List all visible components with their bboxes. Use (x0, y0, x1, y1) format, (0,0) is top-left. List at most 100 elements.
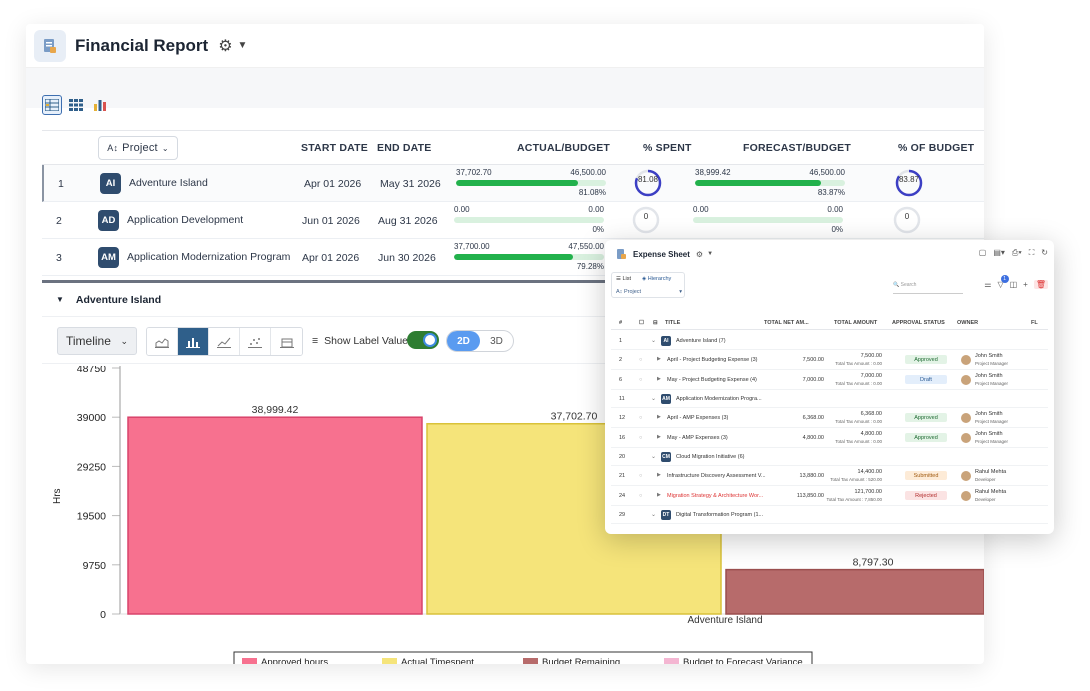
table-row[interactable]: 24 ○ ▶ Migration Strategy & Architecture Wo… (611, 486, 1048, 506)
section-header[interactable]: ▼ Adventure Island (42, 280, 984, 316)
tab-list[interactable]: ☰ List (616, 276, 632, 282)
of-budget-header[interactable]: % OF BUDGET (898, 142, 975, 154)
owner-avatar (961, 375, 971, 385)
collapse-triangle-icon[interactable]: ▼ (56, 295, 64, 304)
legend-label[interactable]: Budget to Forecast Variance (683, 657, 803, 664)
spent-header[interactable]: % SPENT (643, 142, 692, 154)
filter-icon[interactable]: ▽ 1 (997, 275, 1009, 289)
table-view-icon[interactable] (42, 95, 62, 115)
table-row[interactable]: 21 ○ ▶ Infrastructure Discovery Assessment … (611, 466, 1048, 486)
status-header[interactable]: APPROVAL STATUS (892, 320, 945, 326)
start-date-header[interactable]: START DATE (301, 142, 368, 154)
legend-label[interactable]: Actual Timespent (401, 657, 474, 664)
amount-header[interactable]: TOTAL AMOUNT (834, 320, 878, 326)
gear-icon[interactable]: ⚙ (218, 37, 233, 55)
area-chart-button[interactable] (147, 328, 178, 355)
project-group-select[interactable]: A↕ Project ▾ (616, 289, 682, 295)
print-icon[interactable]: ⎙▾ (1011, 248, 1022, 257)
chart-view-icon[interactable] (90, 95, 110, 115)
row-checkbox[interactable]: ○ (639, 415, 643, 421)
legend-label[interactable]: Approved hours (261, 657, 328, 664)
owner-name: John Smith (975, 411, 1003, 417)
owner-header[interactable]: OWNER (957, 320, 979, 326)
fl-header[interactable]: FL (1031, 320, 1038, 326)
grid-view-icon[interactable] (66, 95, 86, 115)
table-row[interactable]: 3 AM Application Modernization Program A… (42, 239, 984, 276)
chevron-down-icon[interactable]: ⌄ (651, 454, 657, 460)
expand-icon[interactable]: ▶ (657, 434, 661, 440)
chevron-down-icon[interactable]: ⌄ (651, 396, 657, 402)
chart-bar[interactable] (127, 416, 423, 615)
timeline-select[interactable]: Timeline ⌄ (57, 327, 137, 355)
row-checkbox[interactable]: ○ (639, 357, 643, 363)
expense-title[interactable]: May - AMP Expenses (3) (667, 435, 728, 441)
project-sort-button[interactable]: A↕ Project ⌄ (98, 136, 178, 160)
expense-title[interactable]: Migration Strategy & Architecture Wor... (667, 493, 764, 499)
select-all-checkbox[interactable]: ☐ (639, 320, 644, 326)
expand-icon[interactable]: ▶ (657, 414, 661, 420)
search-input[interactable]: 🔍 Search (893, 282, 963, 294)
table-row[interactable]: 6 ○ ▶ May - Project Budgeting Expense (4) 7,… (611, 370, 1048, 390)
table-row[interactable]: 12 ○ ▶ April - AMP Expenses (3) 6,368.00 6,36… (611, 408, 1048, 428)
table-row[interactable]: 16 ○ ▶ May - AMP Expenses (3) 4,800.00 4,800.… (611, 428, 1048, 448)
expand-icon[interactable]: ▶ (657, 492, 661, 498)
table-row[interactable]: 2 ○ ▶ April - Project Budgeting Expense (3)… (611, 350, 1048, 370)
chart-bar[interactable] (725, 568, 984, 615)
expense-title[interactable]: April - AMP Expenses (3) (667, 415, 729, 421)
expand-icon[interactable]: ▶ (657, 472, 661, 478)
stacked-chart-button[interactable] (271, 328, 302, 355)
group-row[interactable]: 1 ⌄ AI Adventure Island (7) (611, 332, 1048, 350)
chevron-down-icon[interactable]: ▼ (237, 40, 248, 51)
add-icon[interactable]: + (1023, 280, 1028, 289)
expense-title[interactable]: May - Project Budgeting Expense (4) (667, 377, 757, 383)
expense-title[interactable]: Infrastructure Discovery Assessment V... (667, 473, 766, 479)
group-row[interactable]: 11 ⌄ AM Application Modernization Progra... (611, 390, 1048, 408)
chevron-down-icon[interactable]: ⌄ (651, 512, 657, 518)
expense-title[interactable]: April - Project Budgeting Expense (3) (667, 357, 758, 363)
row-checkbox[interactable]: ○ (639, 493, 643, 499)
gear-icon[interactable]: ⚙ (695, 249, 704, 259)
expand-icon[interactable]: ⛶ (1028, 248, 1035, 257)
group-title[interactable]: Application Modernization Progra... (676, 396, 762, 402)
document-icon[interactable]: ▢ (978, 248, 987, 257)
project-avatar: AM (661, 394, 671, 404)
project-name[interactable]: Adventure Island (129, 177, 208, 189)
legend-label[interactable]: Budget Remaining (542, 657, 620, 664)
tab-hierarchy[interactable]: ◈ Hierarchy (642, 276, 672, 282)
project-name[interactable]: Application Modernization Program (127, 251, 291, 263)
3d-button[interactable]: 3D (490, 335, 503, 347)
show-label-toggle[interactable] (407, 331, 439, 349)
group-title[interactable]: Digital Transformation Program (1... (676, 512, 764, 518)
group-title[interactable]: Cloud Migration Initiative (6) (676, 454, 745, 460)
refresh-icon[interactable]: ↻ (1041, 248, 1048, 257)
group-title[interactable]: Adventure Island (7) (676, 338, 726, 344)
bar-chart-button[interactable] (178, 328, 209, 355)
export-icon[interactable]: ▤▾ (993, 248, 1005, 257)
panel-icon[interactable]: ◫ (1009, 280, 1018, 289)
columns-icon[interactable]: ⚌ (984, 280, 992, 289)
forecast-budget-header[interactable]: FORECAST/BUDGET (743, 142, 851, 154)
row-checkbox[interactable]: ○ (639, 435, 643, 441)
project-name[interactable]: Application Development (127, 214, 244, 226)
group-row[interactable]: 29 ⌄ DT Digital Transformation Program (1..… (611, 506, 1048, 524)
table-row[interactable]: 1 AI Adventure Island Apr 01 2026 May 31… (42, 165, 984, 202)
end-date-header[interactable]: END DATE (377, 142, 432, 154)
line-chart-button[interactable] (209, 328, 240, 355)
row-checkbox[interactable]: ○ (639, 473, 643, 479)
chevron-down-icon[interactable]: ⌄ (651, 338, 657, 344)
delete-icon[interactable]: 🗑 (1033, 280, 1048, 289)
row-number: 2 (619, 357, 623, 363)
actual-budget-header[interactable]: ACTUAL/BUDGET (517, 142, 611, 154)
group-row[interactable]: 20 ⌄ CM Cloud Migration Initiative (6) (611, 448, 1048, 466)
expense-header: Expense Sheet ⚙ ▼ ▢ ▤▾ ⎙▾ ⛶ ↻ (605, 240, 1054, 268)
title-header[interactable]: TITLE (665, 320, 681, 326)
expand-icon[interactable]: ▶ (657, 356, 661, 362)
net-header[interactable]: TOTAL NET AM... (764, 320, 809, 326)
expand-icon[interactable]: ▶ (657, 376, 661, 382)
table-row[interactable]: 2 AD Application Development Jun 01 2026… (42, 202, 984, 239)
chevron-down-icon[interactable]: ▼ (707, 251, 714, 257)
scatter-chart-button[interactable] (240, 328, 271, 355)
row-checkbox[interactable]: ○ (639, 377, 643, 383)
2d-button[interactable]: 2D (447, 331, 480, 351)
expand-all-icon[interactable]: ⊟ (653, 320, 658, 326)
